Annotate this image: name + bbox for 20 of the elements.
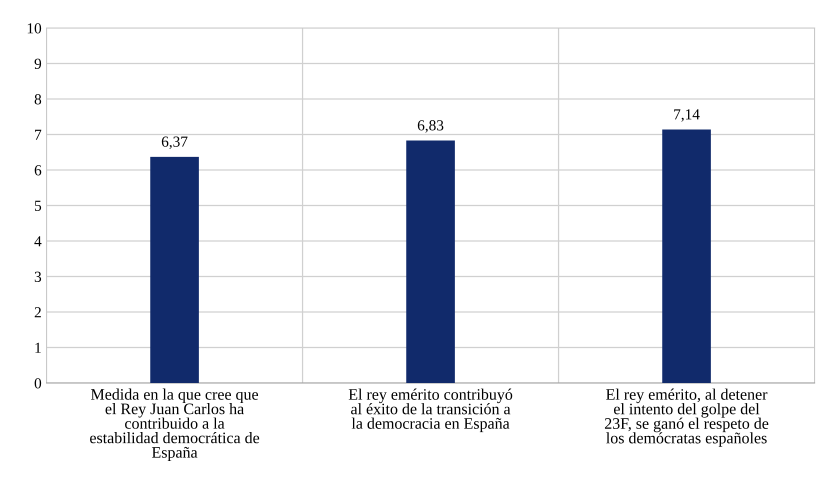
- bar: [406, 140, 455, 383]
- data-label: 7,14: [674, 109, 700, 122]
- y-tick-label: 8: [34, 94, 42, 104]
- bar: [662, 130, 711, 383]
- y-tick-label: 10: [28, 23, 42, 34]
- x-tick-label: El rey emérito contribuyó al éxito de la transición a la democracia en España: [348, 388, 512, 432]
- data-label: 6,37: [162, 136, 188, 150]
- x-tick-label: Medida en la que cree que el Rey Juan Carlos ha contribuido a la estabilidad democrática de España: [90, 388, 260, 462]
- y-tick-label: 5: [34, 200, 42, 211]
- y-tick-label: 7: [35, 130, 42, 140]
- y-tick-label: 4: [34, 236, 42, 246]
- y-tick-label: 0: [34, 378, 42, 388]
- data-label: 6,83: [418, 120, 444, 133]
- bar: [150, 156, 199, 383]
- y-tick-label: 9: [34, 58, 42, 69]
- y-tick-label: 2: [34, 307, 41, 318]
- x-tick-label: El rey emérito, al detener el intento del golpe del 23F, se ganó el respeto de los demócratas españoles: [604, 388, 768, 447]
- y-tick-label: 1: [35, 342, 41, 353]
- y-tick-label: 6: [34, 165, 42, 176]
- y-tick-label: 3: [34, 272, 42, 282]
